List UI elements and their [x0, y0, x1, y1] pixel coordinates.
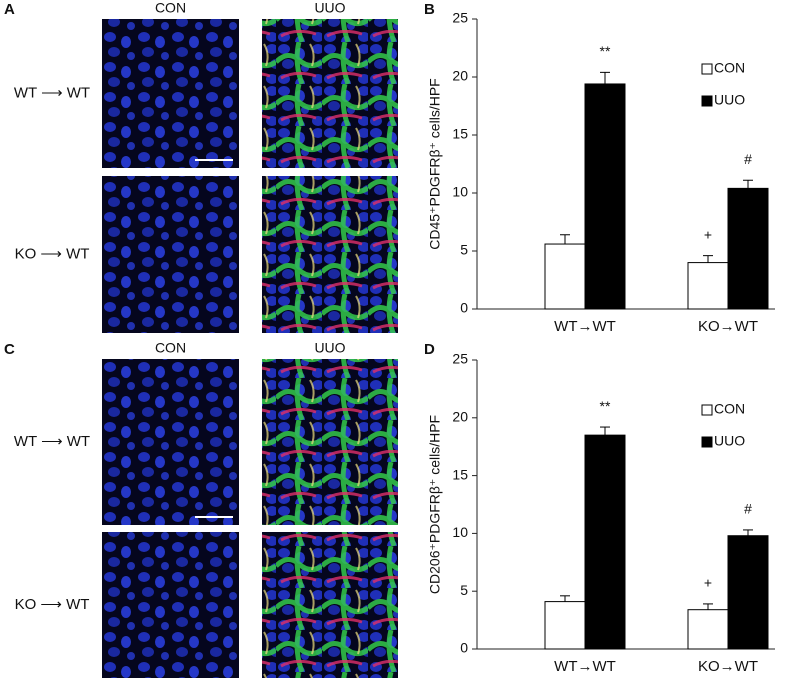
- row-label: KO ⟶ WT: [15, 596, 90, 613]
- micrograph: [102, 19, 239, 168]
- micrograph: [102, 359, 239, 525]
- column-label: CON: [155, 340, 186, 356]
- significance-label: **: [600, 398, 611, 414]
- column-label: CON: [155, 0, 186, 16]
- bar: [584, 83, 626, 310]
- micrograph: [262, 532, 398, 678]
- y-tick-label: 10: [452, 524, 468, 540]
- panel-letter: A: [4, 1, 15, 18]
- significance-label: **: [600, 43, 611, 59]
- legend-swatch: [701, 63, 713, 75]
- legend-label: UUO: [714, 433, 745, 449]
- significance-label: +: [704, 575, 712, 591]
- legend-swatch: [701, 95, 713, 107]
- panel-letter: C: [4, 341, 15, 358]
- significance-label: #: [744, 151, 752, 167]
- legend-swatch: [701, 404, 713, 416]
- y-tick-label: 5: [460, 242, 468, 258]
- micrograph: [102, 176, 239, 333]
- bar: [687, 609, 729, 650]
- micrograph: [262, 359, 398, 525]
- panel-letter: B: [424, 1, 435, 18]
- bar: [727, 187, 769, 310]
- column-label: UUO: [314, 0, 345, 16]
- y-tick-label: 0: [460, 640, 468, 656]
- bar: [544, 601, 586, 650]
- bar: [544, 243, 586, 310]
- y-tick-label: 15: [452, 466, 468, 482]
- y-tick-label: 0: [460, 300, 468, 316]
- row-label: WT ⟶ WT: [14, 433, 90, 450]
- panel-letter: D: [424, 341, 435, 358]
- y-tick-label: 5: [460, 582, 468, 598]
- legend-label: CON: [714, 401, 745, 417]
- y-tick-label: 25: [452, 10, 468, 26]
- micrograph: [262, 176, 398, 333]
- significance-label: #: [744, 501, 752, 517]
- micrograph: [102, 532, 239, 678]
- row-label: WT ⟶ WT: [14, 84, 90, 101]
- x-tick-label: KO→WT: [698, 318, 758, 335]
- y-axis-label: CD45⁺PDGFRβ⁺ cells/HPF: [427, 78, 443, 249]
- x-tick-label: WT→WT: [554, 658, 616, 675]
- column-label: UUO: [314, 340, 345, 356]
- y-tick-label: 25: [452, 351, 468, 367]
- significance-label: +: [704, 226, 712, 242]
- row-label: KO ⟶ WT: [15, 245, 90, 262]
- legend-label: UUO: [714, 92, 745, 108]
- y-axis-label: CD206⁺PDGFRβ⁺ cells/HPF: [427, 415, 443, 594]
- y-tick-label: 20: [452, 68, 468, 84]
- x-tick-label: WT→WT: [554, 318, 616, 335]
- bar: [687, 262, 729, 310]
- y-tick-label: 20: [452, 409, 468, 425]
- legend-swatch: [701, 436, 713, 448]
- legend-label: CON: [714, 60, 745, 76]
- bar: [727, 535, 769, 650]
- x-tick-label: KO→WT: [698, 658, 758, 675]
- y-tick-label: 10: [452, 184, 468, 200]
- bar: [584, 434, 626, 650]
- y-tick-label: 15: [452, 126, 468, 142]
- micrograph: [262, 19, 398, 168]
